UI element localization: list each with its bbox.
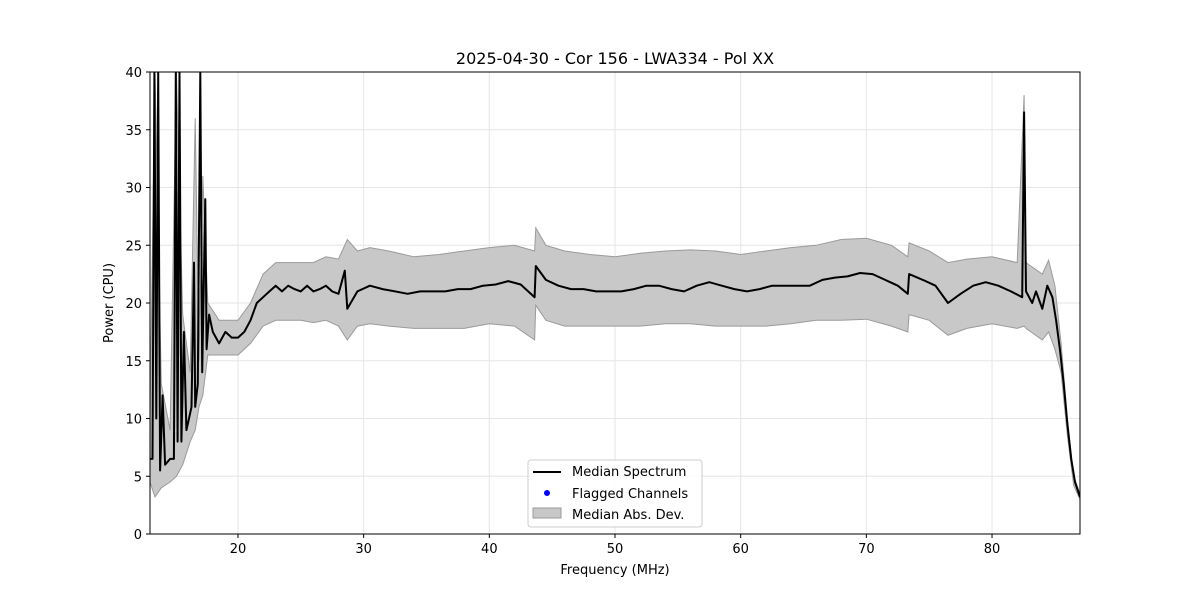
x-axis-label: Frequency (MHz) [560,563,669,578]
y-tick-label: 20 [125,297,142,312]
y-axis-label: Power (CPU) [102,263,117,343]
x-tick-label: 60 [732,542,749,557]
legend-box [527,459,703,528]
legend-median-label: Median Spectrum [572,465,686,480]
y-tick-label: 0 [134,528,142,543]
x-tick-label: 50 [607,542,624,557]
y-tick-label: 10 [125,413,142,428]
mad-band [150,72,1080,500]
legend-mad-swatch [532,507,562,519]
legend-mad-label: Median Abs. Dev. [572,508,684,523]
y-tick-label: 25 [125,239,142,254]
y-tick-label: 35 [125,124,142,139]
chart-title: 2025-04-30 - Cor 156 - LWA334 - Pol XX [456,49,774,68]
x-tick-label: 40 [481,542,498,557]
x-tick-label: 30 [355,542,372,557]
y-axis: 0 5 10 15 20 25 30 35 40 [125,66,150,543]
y-tick-label: 40 [125,66,142,81]
legend-flagged-label: Flagged Channels [572,487,688,502]
x-axis: 20 30 40 50 60 70 80 [230,534,1001,557]
y-tick-label: 15 [125,355,142,370]
median-spectrum-line [150,72,1080,498]
x-tick-label: 20 [230,542,247,557]
x-tick-label: 70 [858,542,875,557]
y-tick-label: 5 [134,470,142,485]
x-tick-label: 80 [984,542,1001,557]
legend: Median Spectrum Flagged Channels Median … [527,459,703,528]
y-tick-label: 30 [125,182,142,197]
legend-flagged-swatch [544,490,550,496]
